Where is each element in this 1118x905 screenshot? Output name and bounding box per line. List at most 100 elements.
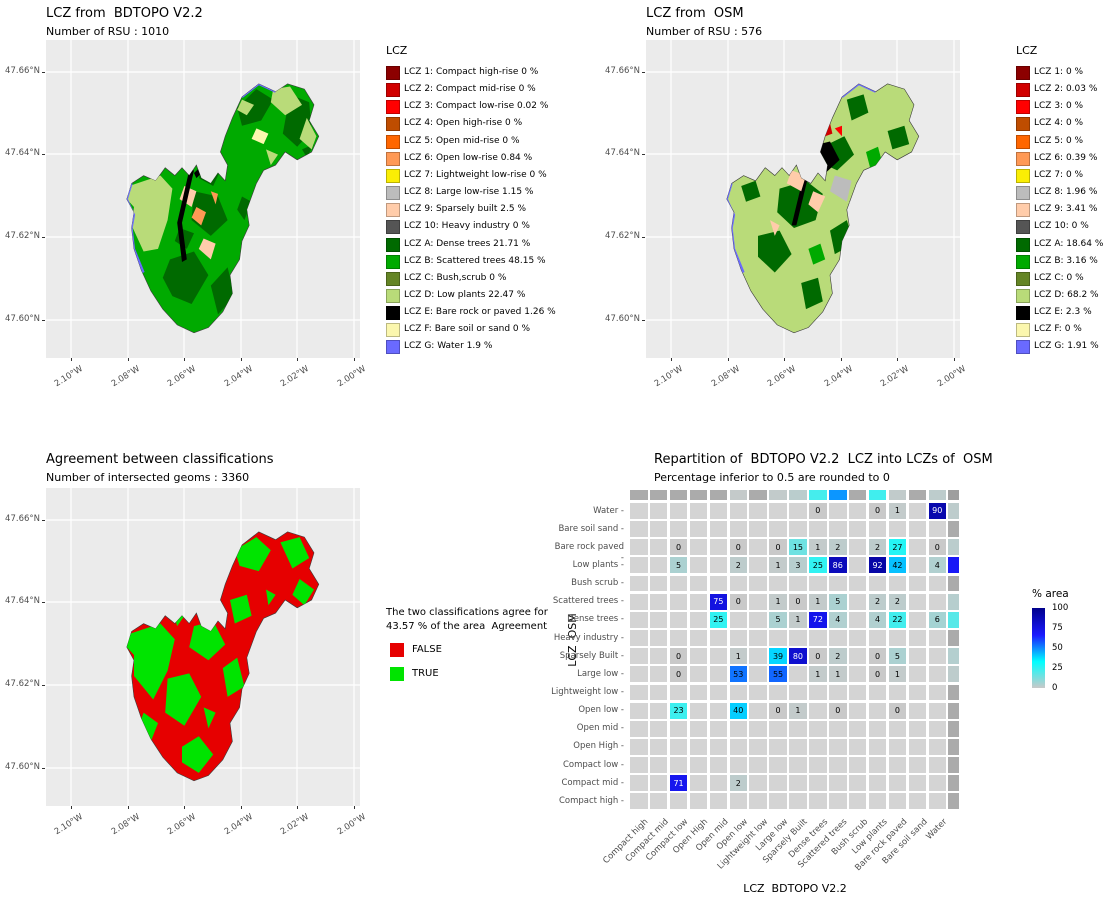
row-total-cell — [948, 503, 960, 519]
heatmap-empty-cell — [749, 575, 767, 592]
heatmap-empty-cell — [649, 593, 668, 610]
legend-swatch — [1016, 306, 1030, 321]
heatmap-empty-cell — [848, 793, 867, 810]
heatmap-empty-cell — [809, 521, 827, 538]
heatmap-empty-cell — [908, 757, 927, 773]
lcz-patch — [165, 673, 202, 726]
lcz-patch — [887, 125, 910, 150]
heatmap-empty-cell — [709, 684, 728, 701]
y-tick-mark — [42, 768, 45, 769]
legend-label: LCZ 10: 0 % — [1034, 221, 1089, 232]
legend-swatch — [386, 168, 400, 183]
heatmap-empty-cell — [848, 666, 867, 683]
row-total-cell — [948, 793, 960, 810]
corner-cell — [948, 490, 960, 500]
heatmap-empty-cell — [888, 757, 907, 773]
y-tick-label: 47.60°N — [605, 314, 640, 324]
heatmap-value-cell: 1 — [809, 593, 827, 610]
heatmap-value-cell: 0 — [669, 648, 688, 665]
heatmap-y-label: Open low - — [578, 705, 624, 716]
x-tick-label: 2.06°W — [766, 364, 799, 390]
heatmap-empty-cell — [769, 775, 787, 792]
legend-label: LCZ G: Water 1.9 % — [404, 341, 493, 352]
x-tick-label: 2.06°W — [166, 364, 199, 390]
row-total-cell — [948, 611, 960, 628]
legend-label: LCZ 6: 0.39 % — [1034, 152, 1098, 163]
x-tick-label: 2.10°W — [53, 364, 86, 390]
heatmap-empty-cell — [769, 575, 787, 592]
heatmap-empty-cell — [649, 757, 668, 773]
lcz-patch — [237, 99, 254, 116]
heatmap-empty-cell — [908, 630, 927, 646]
scale-tick-mark — [1045, 688, 1049, 689]
heatmap-empty-cell — [649, 611, 668, 628]
heatmap-empty-cell — [689, 539, 708, 556]
heatmap-empty-cell — [649, 630, 668, 646]
legend-label: LCZ A: Dense trees 21.71 % — [404, 238, 531, 249]
y-tick-mark — [42, 602, 45, 603]
row-total-cell — [948, 593, 960, 610]
legend-swatch — [1016, 100, 1030, 115]
x-tick-label: 2.04°W — [223, 364, 256, 390]
heatmap-empty-cell — [630, 648, 648, 665]
heatmap-empty-cell — [848, 720, 867, 737]
heatmap-empty-cell — [689, 593, 708, 610]
heatmap-value-cell: 0 — [868, 503, 887, 519]
heatmap-empty-cell — [689, 793, 708, 810]
heatmap-empty-cell — [689, 684, 708, 701]
heatmap-empty-cell — [709, 720, 728, 737]
heatmap-value-cell: 71 — [669, 775, 688, 792]
heatmap-value-cell: 0 — [888, 702, 907, 719]
bdtopo-map — [46, 40, 360, 358]
heatmap-value-cell: 4 — [868, 611, 887, 628]
legend-label: LCZ E: Bare rock or paved 1.26 % — [404, 307, 556, 318]
x-tick-label: 2.04°W — [823, 364, 856, 390]
heatmap-empty-cell — [868, 775, 887, 792]
heatmap-empty-cell — [689, 775, 708, 792]
x-tick-mark — [184, 358, 185, 361]
heatmap-empty-cell — [749, 793, 767, 810]
heatmap-y-label: Open High - — [573, 741, 624, 752]
lcz-patch — [266, 589, 276, 606]
heatmap-empty-cell — [829, 630, 847, 646]
heatmap-empty-cell — [928, 757, 946, 773]
heatmap-empty-cell — [749, 630, 767, 646]
x-tick-mark — [184, 806, 185, 809]
heatmap-value-cell: 0 — [669, 666, 688, 683]
row-total-cell — [948, 648, 960, 665]
lcz-patch — [191, 207, 206, 226]
legend-swatch — [386, 66, 400, 80]
heatmap-empty-cell — [630, 593, 648, 610]
legend-label: LCZ 9: Sparsely built 2.5 % — [404, 204, 527, 215]
heatmap-y-label: Compact low - — [562, 759, 624, 770]
heatmap-empty-cell — [689, 575, 708, 592]
y-tick-label: 47.64°N — [605, 148, 640, 158]
y-tick-label: 47.66°N — [5, 66, 40, 76]
heatmap-empty-cell — [809, 775, 827, 792]
heatmap-empty-cell — [630, 757, 648, 773]
heatmap-empty-cell — [749, 557, 767, 574]
legend-swatch — [386, 83, 400, 98]
heatmap-value-cell: 55 — [769, 666, 787, 683]
lcz-patch — [251, 128, 269, 145]
heatmap-empty-cell — [630, 539, 648, 556]
lcz-patch — [126, 175, 173, 252]
heatmap-y-label: Scattered trees - — [552, 596, 624, 607]
legend-swatch — [1016, 220, 1030, 235]
y-tick-label: 47.64°N — [5, 148, 40, 158]
x-tick-label: 2.10°W — [653, 364, 686, 390]
heatmap-value-cell: 5 — [769, 611, 787, 628]
scale-tick-mark — [1045, 648, 1049, 649]
heatmap-empty-cell — [868, 575, 887, 592]
x-tick-mark — [354, 806, 355, 809]
heatmap-value-cell: 1 — [809, 539, 827, 556]
heatmap-empty-cell — [928, 684, 946, 701]
x-tick-label: 2.06°W — [166, 812, 199, 838]
x-tick-mark — [784, 358, 785, 361]
scale-tick-mark — [1045, 628, 1049, 629]
heatmap-empty-cell — [868, 793, 887, 810]
y-tick-label: 47.60°N — [5, 314, 40, 324]
legend-swatch — [1016, 288, 1030, 303]
heatmap-empty-cell — [848, 611, 867, 628]
legend-swatch — [1016, 271, 1030, 286]
